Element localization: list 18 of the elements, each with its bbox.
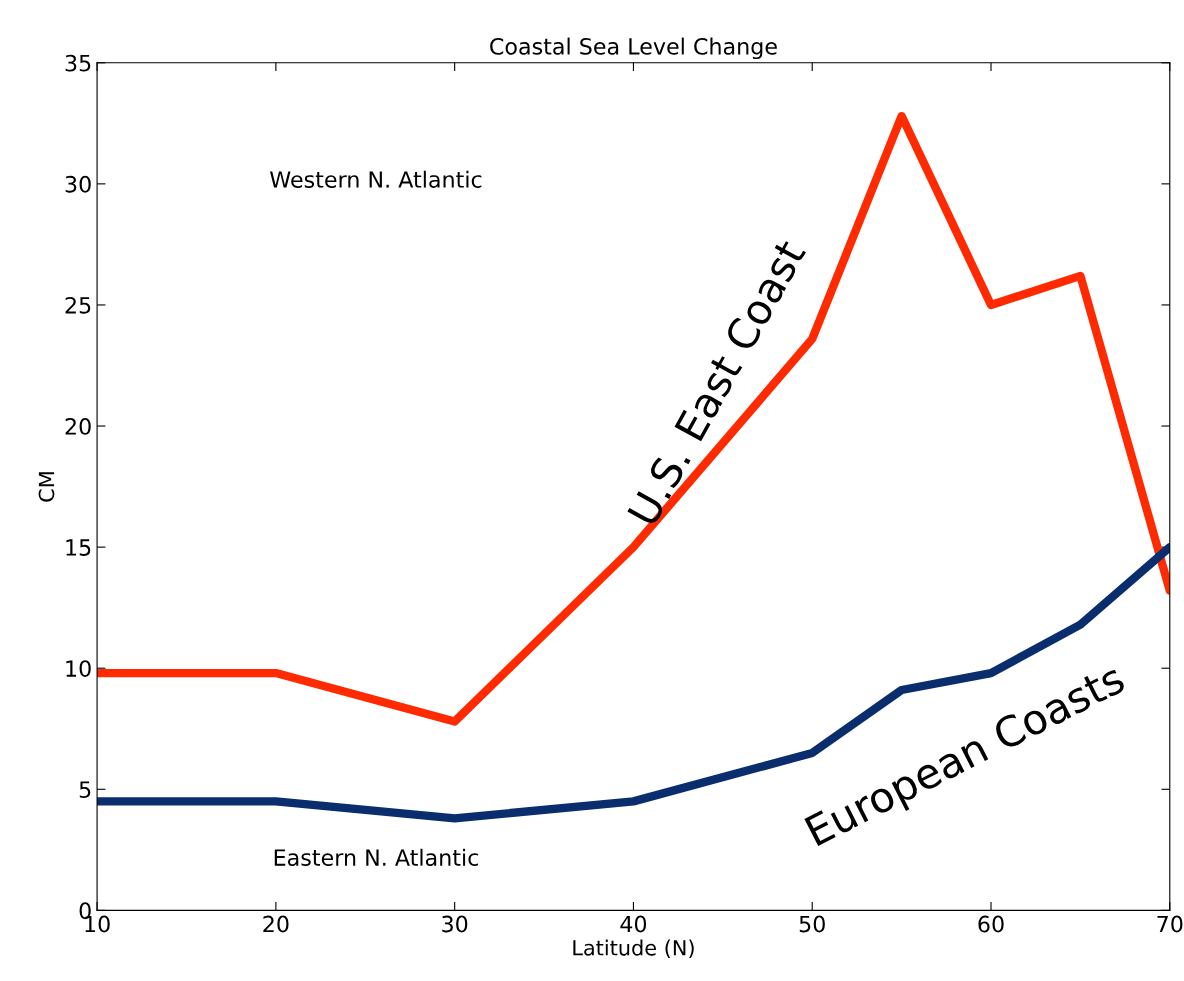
x-tick-label: 30 <box>442 915 468 933</box>
y-tick-label: 30 <box>65 175 91 193</box>
annotation: Eastern N. Atlantic <box>274 848 478 866</box>
chart-title: Coastal Sea Level Change <box>490 37 777 60</box>
x-tick-label: 20 <box>263 915 289 933</box>
y-tick-label: 10 <box>66 660 91 677</box>
y-axis-title: CM <box>38 472 55 502</box>
x-tick-label: 50 <box>799 915 825 933</box>
x-axis-title: Latitude (N) <box>573 939 694 959</box>
y-tick-label: 15 <box>66 539 91 556</box>
y-tick-label: 20 <box>65 417 91 435</box>
x-tick-label: 70 <box>1157 915 1183 933</box>
y-tick-label: 25 <box>65 296 91 314</box>
y-tick-label: 35 <box>65 54 91 72</box>
x-tick-label: 40 <box>620 915 647 933</box>
annotation: Western N. Atlantic <box>270 170 482 188</box>
y-tick-label: 5 <box>79 781 91 799</box>
x-tick-label: 60 <box>978 915 1004 933</box>
